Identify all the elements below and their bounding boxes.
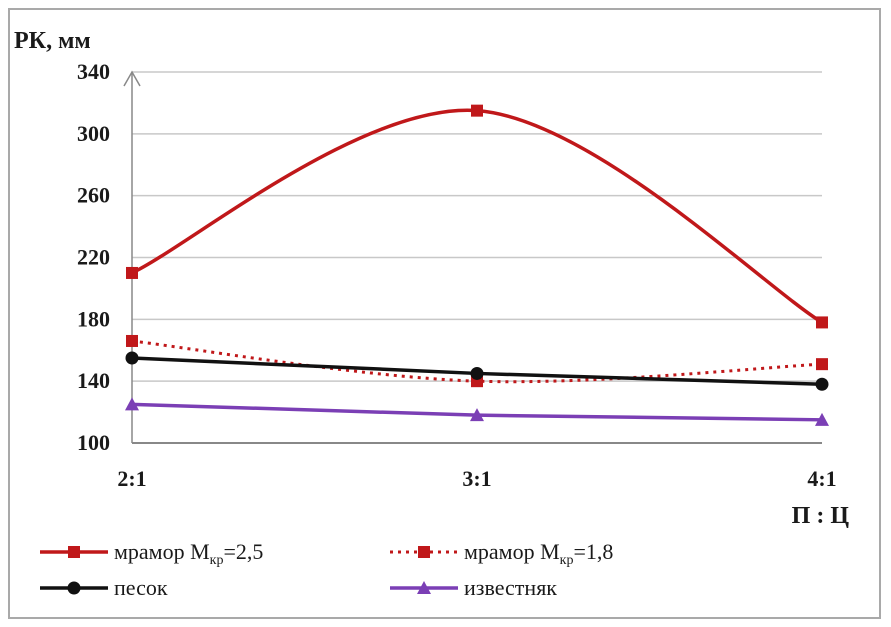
data-point: [815, 377, 829, 391]
data-point: [470, 408, 484, 422]
axes: [123, 70, 822, 444]
x-axis-label: П : Ц: [792, 503, 850, 529]
y-tick-label: 340: [77, 59, 110, 84]
x-tick-labels: 2:1 3:1 4:1: [117, 466, 836, 491]
y-tick-label: 260: [77, 183, 110, 208]
legend-item: мрамор Мкр=1,8: [390, 539, 613, 568]
x-tick-label: 4:1: [807, 466, 836, 491]
legend-label: мрамор Мкр=2,5: [114, 539, 263, 568]
legend-label-main: известняк: [464, 575, 557, 600]
y-tick-label: 300: [77, 121, 110, 146]
legend-label: известняк: [464, 575, 557, 600]
data-point: [816, 316, 828, 329]
y-tick-label: 100: [77, 430, 110, 455]
legend-label: мрамор Мкр=1,8: [464, 539, 613, 568]
legend-label-subscript: кр: [560, 553, 574, 568]
y-tick-labels: 100 140 180 220 260 300 340: [77, 59, 110, 455]
data-point: [471, 104, 483, 117]
y-axis-arrow: [123, 70, 141, 87]
x-tick-label: 3:1: [462, 466, 491, 491]
data-point: [126, 334, 138, 347]
legend-marker: [67, 581, 81, 595]
y-axis-label: РК, мм: [14, 28, 91, 54]
grid: [132, 71, 822, 382]
series-line-2: [131, 339, 823, 384]
data-point: [815, 412, 829, 426]
legend-label-tail: =2,5: [223, 539, 263, 564]
series-markers: [125, 104, 829, 426]
series-line-1: [131, 108, 823, 324]
legend-label-tail: =1,8: [573, 539, 613, 564]
x-tick-label: 2:1: [117, 466, 146, 491]
data-point: [125, 351, 139, 365]
legend-item: известняк: [390, 575, 557, 600]
legend-label-main: песок: [114, 575, 168, 600]
data-point: [816, 358, 828, 371]
legend-marker: [68, 546, 80, 558]
y-tick-label: 140: [77, 368, 110, 393]
data-point: [470, 366, 484, 380]
data-point: [126, 266, 138, 279]
legend-label-subscript: кр: [210, 553, 224, 568]
chart-frame: [8, 8, 881, 619]
legend-item: песок: [40, 575, 168, 600]
legend-item: мрамор Мкр=2,5: [40, 539, 263, 568]
legend-label-main: мрамор М: [114, 539, 210, 564]
y-tick-label: 180: [77, 306, 110, 331]
data-point: [125, 397, 139, 411]
legend-marker: [418, 546, 430, 558]
legend-marker: [417, 581, 431, 594]
legend-label-main: мрамор М: [464, 539, 560, 564]
legend-label: песок: [114, 575, 168, 600]
y-tick-label: 220: [77, 245, 110, 270]
